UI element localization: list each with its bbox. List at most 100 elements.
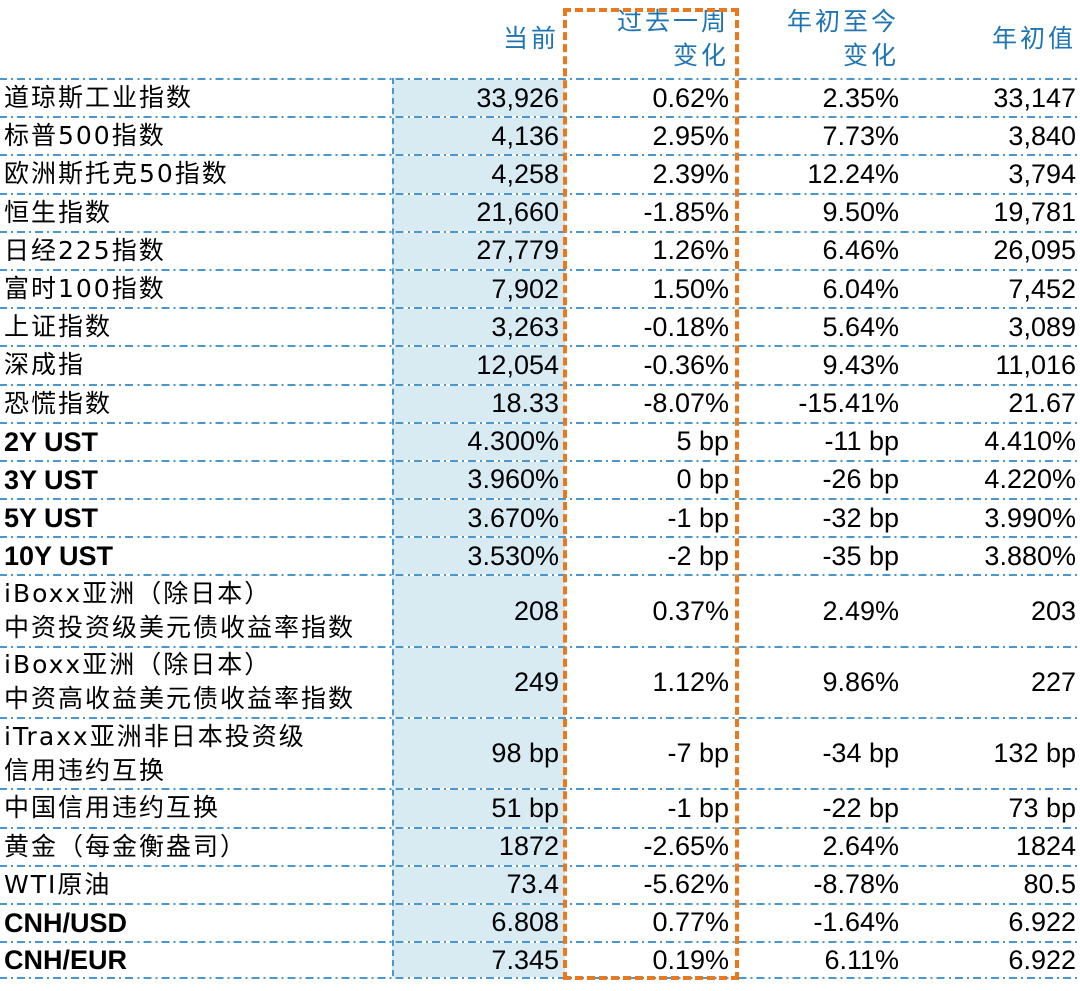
row-label-line: iTraxx亚洲非日本投资级 <box>4 721 306 751</box>
ytd-change: 9.43% <box>822 349 899 380</box>
ytd-change: 5.64% <box>822 311 899 342</box>
current-value: 73.4 <box>392 866 565 903</box>
row-label-line: 10Y UST <box>4 541 114 572</box>
row-label-line: 中资高收益美元债收益率指数 <box>4 684 356 714</box>
row-label-lines: 黄金（每金衡盎司） <box>4 830 247 864</box>
ytd-change: -32 bp <box>822 502 899 533</box>
current-value: 3.960% <box>392 461 565 499</box>
row-label: 10Y UST <box>0 538 392 574</box>
week-change: -7 bp <box>667 738 729 769</box>
start-value: 132 bp <box>993 738 1076 769</box>
row-label-lines: 3Y UST <box>4 463 98 497</box>
row-label: iTraxx亚洲非日本投资级 信用违约互换 <box>0 719 392 788</box>
row-label: 欧洲斯托克50指数 <box>0 156 392 192</box>
week-change: 0.62% <box>652 82 729 113</box>
start-value: 3,794 <box>1008 158 1076 189</box>
current-value: 1872 <box>392 828 565 865</box>
row-label-line: iBoxx亚洲（除日本） <box>4 650 272 680</box>
week-change: -0.36% <box>643 349 729 380</box>
week-change: -8.07% <box>643 388 729 419</box>
row-label: 中国信用违约互换 <box>0 790 392 826</box>
start-value: 73 bp <box>1008 792 1076 823</box>
header-line: 当前 <box>502 24 559 53</box>
row-label-line: iBoxx亚洲（除日本） <box>4 579 272 609</box>
table-row: 黄金（每金衡盎司） 1872 -2.65% 2.64% 1824 <box>0 826 1080 865</box>
ytd-change: -11 bp <box>824 426 899 457</box>
table-row: 3Y UST 3.960% 0 bp -26 bp 4.220% <box>0 459 1080 499</box>
row-label-line: 上证指数 <box>4 312 113 342</box>
table-row: 恒生指数 21,660 -1.85% 9.50% 19,781 <box>0 192 1080 231</box>
current-value: 33,926 <box>392 80 565 117</box>
ytd-change: -22 bp <box>822 792 899 823</box>
week-change: -5.62% <box>643 869 729 900</box>
table-row: 日经225指数 27,779 1.26% 6.46% 26,095 <box>0 230 1080 269</box>
week-change: -2.65% <box>643 831 729 862</box>
row-label-lines: iTraxx亚洲非日本投资级 信用违约互换 <box>4 720 306 788</box>
row-label-line: 信用违约互换 <box>4 755 167 785</box>
row-label-lines: CNH/USD <box>4 906 127 940</box>
row-label: 3Y UST <box>0 462 392 498</box>
table-row: 欧洲斯托克50指数 4,258 2.39% 12.24% 3,794 <box>0 154 1080 193</box>
table-row: 深成指 12,054 -0.36% 9.43% 11,016 <box>0 345 1080 384</box>
start-value: 1824 <box>1015 831 1076 862</box>
start-value: 19,781 <box>993 197 1076 228</box>
table-row: CNH/EUR 7.345 0.19% 6.11% 6.922 <box>0 941 1080 980</box>
start-value: 6.922 <box>1008 944 1076 975</box>
row-label-lines: 上证指数 <box>4 310 112 344</box>
week-change: 0.77% <box>652 907 729 938</box>
table-row: 富时100指数 7,902 1.50% 6.04% 7,452 <box>0 268 1080 308</box>
row-label-line: CNH/EUR <box>4 945 128 976</box>
header-start-value: 年初值 <box>905 0 1076 78</box>
row-label: WTI原油 <box>0 867 392 903</box>
week-change: -1 bp <box>667 792 729 823</box>
current-value: 7.345 <box>392 943 565 978</box>
current-value: 208 <box>392 576 565 646</box>
current-value: 51 bp <box>392 790 565 827</box>
row-label: 5Y UST <box>0 500 392 536</box>
ytd-change: 6.11% <box>824 944 899 975</box>
table-row: iBoxx亚洲（除日本） 中资投资级美元债收益率指数 208 0.37% 2.49% 20… <box>0 574 1080 646</box>
row-label: 道琼斯工业指数 <box>0 80 392 116</box>
current-value: 12,054 <box>392 347 565 384</box>
header-line: 过去一周 <box>616 7 729 36</box>
table-row: iBoxx亚洲（除日本） 中资高收益美元债收益率指数 249 1.12% 9.86% 22… <box>0 645 1080 718</box>
row-label-lines: 标普500指数 <box>4 119 166 153</box>
start-value: 203 <box>1030 595 1076 626</box>
row-label-lines: 富时100指数 <box>4 272 166 306</box>
row-label: iBoxx亚洲（除日本） 中资投资级美元债收益率指数 <box>0 576 392 645</box>
start-value: 3,089 <box>1008 311 1076 342</box>
ytd-change: -15.41% <box>798 388 899 419</box>
row-label-lines: 深成指 <box>4 348 85 382</box>
row-label: CNH/EUR <box>0 943 392 977</box>
start-value: 3.990% <box>984 502 1076 533</box>
table-row: iTraxx亚洲非日本投资级 信用违约互换 98 bp -7 bp -34 bp 132 … <box>0 717 1080 789</box>
start-value: 80.5 <box>1023 869 1076 900</box>
week-change: 1.12% <box>652 666 729 697</box>
table-row: 10Y UST 3.530% -2 bp -35 bp 3.880% <box>0 536 1080 575</box>
ytd-change: -1.64% <box>813 907 899 938</box>
ytd-change: 2.35% <box>822 82 899 113</box>
week-change: 2.39% <box>652 158 729 189</box>
row-label-lines: 中国信用违约互换 <box>4 791 220 825</box>
row-label-line: 5Y UST <box>4 503 99 534</box>
column-divider <box>392 78 394 976</box>
current-value: 4,136 <box>392 118 565 155</box>
week-change: -2 bp <box>667 540 729 571</box>
start-value: 3.880% <box>984 540 1076 571</box>
week-change: 1.50% <box>652 273 729 304</box>
ytd-change: 7.73% <box>822 120 899 151</box>
row-label: 恐慌指数 <box>0 386 392 422</box>
start-value: 11,016 <box>995 349 1076 380</box>
header-line: 年初至今 <box>786 7 899 36</box>
row-label: 上证指数 <box>0 309 392 345</box>
current-value: 4.300% <box>392 423 565 460</box>
row-label: CNH/USD <box>0 905 392 941</box>
ytd-change: -34 bp <box>822 738 899 769</box>
row-label-line: 中资投资级美元债收益率指数 <box>4 613 356 643</box>
row-label-lines: 5Y UST <box>4 501 98 535</box>
row-label-line: 日经225指数 <box>4 235 166 265</box>
row-label-lines: WTI原油 <box>4 868 111 902</box>
week-change: 5 bp <box>676 426 729 457</box>
week-change: 0.37% <box>652 595 729 626</box>
current-value: 98 bp <box>392 719 565 789</box>
